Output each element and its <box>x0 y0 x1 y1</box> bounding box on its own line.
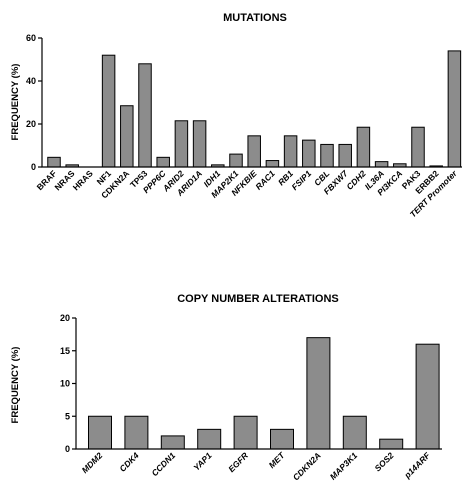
x-tick-label: p14ARF <box>402 450 433 481</box>
y-tick-label: 0 <box>31 162 36 172</box>
bar-tp53 <box>138 63 152 168</box>
x-tick-label: MET <box>267 450 287 470</box>
y-axis-label: FREQUENCY (%) <box>10 347 21 424</box>
bar-sos2 <box>379 438 404 450</box>
bar-fsip1 <box>302 139 316 168</box>
x-tick-label: MAP3K1 <box>328 450 360 482</box>
x-tick-label: SOS2 <box>373 450 396 473</box>
bar-ppp6c <box>156 156 170 168</box>
x-tick-label: CDH2 <box>344 168 368 192</box>
bar-cdh2 <box>356 126 371 168</box>
bar-cdkn2a <box>306 337 331 450</box>
bar-nfkbie <box>247 135 261 168</box>
chart-title: COPY NUMBER ALTERATIONS <box>177 293 339 305</box>
bar-met <box>270 428 294 450</box>
y-tick-label: 0 <box>65 444 70 454</box>
bar-pak3 <box>411 126 425 168</box>
bar-map2k1 <box>229 153 243 168</box>
bar-il36a <box>374 161 389 168</box>
bar-braf <box>47 156 61 168</box>
bar-cdkn2a <box>120 105 134 168</box>
x-tick-label: CDKN2A <box>291 450 323 482</box>
x-tick-label: CCDN1 <box>149 450 177 478</box>
bar-map3k1 <box>342 415 367 450</box>
bar-egfr <box>233 415 258 450</box>
y-tick-label: 15 <box>60 346 70 356</box>
bar-rac1 <box>265 160 280 168</box>
bar-arid1a <box>192 120 207 168</box>
bar-rb1 <box>283 135 298 168</box>
y-tick-label: 60 <box>26 33 36 43</box>
y-tick-label: 20 <box>26 119 36 129</box>
y-axis-label: FREQUENCY (%) <box>10 64 21 141</box>
x-tick-label: CDK4 <box>117 450 141 474</box>
x-tick-label: HRAS <box>71 168 95 192</box>
x-tick-label: MDM2 <box>80 450 105 475</box>
bar-cbl <box>320 143 334 168</box>
chart-title: MUTATIONS <box>223 12 287 24</box>
bar-mdm2 <box>88 415 112 450</box>
bar-fbxw7 <box>338 143 352 168</box>
y-tick-label: 40 <box>26 76 36 86</box>
y-tick-label: 20 <box>60 313 70 323</box>
y-tick-label: 5 <box>65 411 70 421</box>
x-tick-label: FSIP1 <box>289 168 313 192</box>
bar-arid2 <box>174 120 189 168</box>
copy-number-chart: COPY NUMBER ALTERATIONS FREQUENCY (%) 0 5… <box>10 293 442 482</box>
x-tick-label: EGFR <box>226 450 250 474</box>
bar-cdk4 <box>124 415 149 450</box>
bar-nf1 <box>101 54 116 168</box>
y-tick-label: 10 <box>60 379 70 389</box>
bar-ccdn1 <box>160 435 185 450</box>
bar-yap1 <box>197 428 222 450</box>
axes <box>41 38 462 168</box>
x-tick-label: YAP1 <box>191 450 214 473</box>
x-tick-label: RAC1 <box>253 168 277 192</box>
bar-p14arf <box>415 343 440 450</box>
bar-tert-promoter <box>447 50 462 168</box>
axes <box>75 318 442 450</box>
